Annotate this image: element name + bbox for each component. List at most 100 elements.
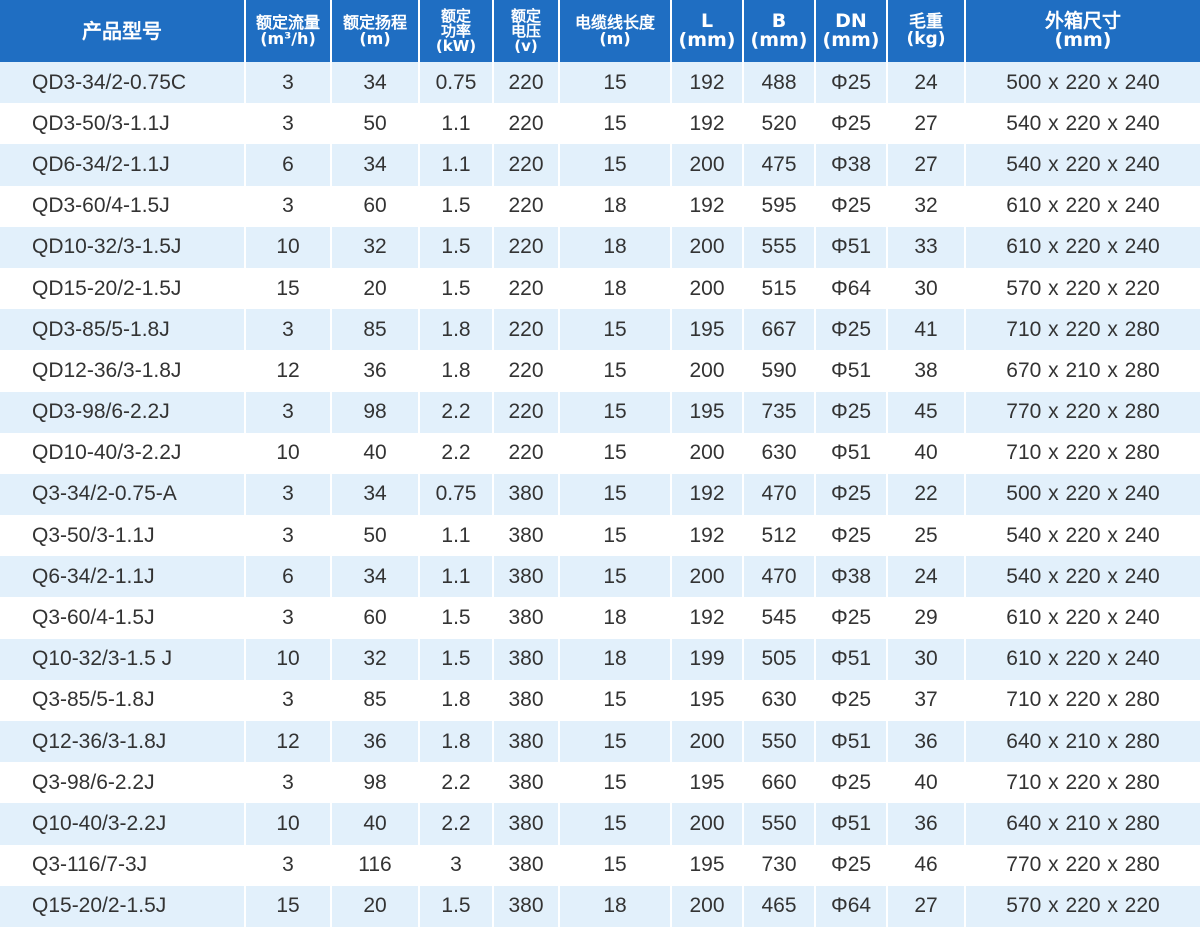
cell-model: Q6-34/2-1.1J: [0, 556, 246, 598]
cell-power: 1.1: [419, 103, 494, 145]
cell-voltage: 380: [493, 803, 560, 845]
cell-model: Q3-116/7-3J: [0, 844, 246, 886]
cell-carton-size: 610 x 220 x 240: [965, 185, 1200, 227]
cell-width-b: 475: [743, 144, 816, 186]
cell-gross-weight: 24: [887, 62, 966, 104]
cell-dn: Φ51: [815, 226, 888, 268]
header-text: 产品型号: [82, 19, 162, 43]
header-text: B: [771, 10, 787, 32]
cell-cable-length: 15: [559, 391, 672, 433]
cell-width-b: 512: [743, 515, 816, 557]
cell-power: 3: [419, 844, 494, 886]
cell-voltage: 220: [493, 267, 560, 310]
table-row: Q12-36/3-1.8J 12 36 1.8 380 15 200 550 Φ51 36 640 …: [0, 721, 1200, 763]
header-text: DN: [835, 10, 867, 32]
cell-dn: Φ25: [815, 762, 888, 804]
cell-width-b: 550: [743, 721, 816, 763]
cell-dn: Φ25: [815, 103, 888, 145]
cell-length-l: 192: [671, 473, 744, 516]
cell-power: 1.5: [419, 226, 494, 268]
cell-dn: Φ25: [815, 309, 888, 351]
cell-width-b: 630: [743, 432, 816, 474]
table-row: QD3-85/5-1.8J 3 85 1.8 220 15 195 667 Φ25 41 710 x…: [0, 309, 1200, 351]
header-text: 额定: [510, 6, 541, 25]
table-body: QD3-34/2-0.75C 3 34 0.75 220 15 192 488 Φ25 24 500…: [0, 62, 1200, 927]
cell-dn: Φ38: [815, 556, 888, 598]
cell-gross-weight: 37: [887, 679, 966, 721]
cell-width-b: 555: [743, 226, 816, 268]
cell-head: 98: [331, 391, 420, 433]
column-header-voltage: 额定 电压 (v): [493, 0, 560, 62]
cell-dn: Φ51: [815, 350, 888, 392]
cell-dn: Φ25: [815, 515, 888, 557]
cell-width-b: 660: [743, 762, 816, 804]
cell-model: Q3-50/3-1.1J: [0, 515, 246, 557]
cell-power: 2.2: [419, 803, 494, 845]
cell-carton-size: 610 x 220 x 240: [965, 226, 1200, 268]
cell-head: 34: [331, 473, 420, 516]
cell-gross-weight: 33: [887, 226, 966, 268]
cell-power: 1.8: [419, 309, 494, 351]
cell-width-b: 590: [743, 350, 816, 392]
cell-flow: 3: [245, 62, 332, 104]
cell-flow: 15: [245, 885, 332, 927]
cell-dn: Φ25: [815, 391, 888, 433]
cell-flow: 3: [245, 597, 332, 639]
cell-model: QD6-34/2-1.1J: [0, 144, 246, 186]
cell-flow: 6: [245, 144, 332, 186]
cell-cable-length: 18: [559, 638, 672, 680]
header-text: (mm): [822, 29, 880, 51]
column-header-dn: DN (mm): [815, 0, 888, 62]
table-header-row: 产品型号 额定流量 (m³/h) 额定扬程 (m) 额定 功率 (kW) 额定 电压 (v) 电缆线长…: [0, 0, 1200, 62]
cell-cable-length: 15: [559, 556, 672, 598]
cell-dn: Φ25: [815, 473, 888, 516]
cell-carton-size: 710 x 220 x 280: [965, 679, 1200, 721]
header-text: 额定流量: [255, 13, 320, 32]
cell-carton-size: 500 x 220 x 240: [965, 473, 1200, 516]
table-row: Q3-98/6-2.2J 3 98 2.2 380 15 195 660 Φ25 40 710 x …: [0, 762, 1200, 804]
cell-flow: 10: [245, 432, 332, 474]
cell-cable-length: 18: [559, 597, 672, 639]
cell-flow: 6: [245, 556, 332, 598]
cell-power: 1.5: [419, 185, 494, 227]
cell-dn: Φ25: [815, 844, 888, 886]
header-text: 外箱尺寸: [1044, 10, 1121, 32]
cell-carton-size: 770 x 220 x 280: [965, 391, 1200, 433]
cell-gross-weight: 46: [887, 844, 966, 886]
cell-flow: 12: [245, 350, 332, 392]
header-text: (m³/h): [260, 29, 316, 48]
cell-carton-size: 710 x 220 x 280: [965, 309, 1200, 351]
header-text: 电缆线长度: [574, 13, 655, 32]
cell-model: Q10-40/3-2.2J: [0, 803, 246, 845]
cell-flow: 15: [245, 267, 332, 310]
cell-width-b: 470: [743, 556, 816, 598]
cell-dn: Φ51: [815, 638, 888, 680]
cell-carton-size: 770 x 220 x 280: [965, 844, 1200, 886]
cell-model: Q10-32/3-1.5 J: [0, 638, 246, 680]
column-header-head: 额定扬程 (m): [331, 0, 420, 62]
cell-voltage: 380: [493, 844, 560, 886]
cell-dn: Φ38: [815, 144, 888, 186]
cell-voltage: 220: [493, 350, 560, 392]
cell-gross-weight: 40: [887, 762, 966, 804]
cell-flow: 3: [245, 391, 332, 433]
cell-dn: Φ51: [815, 803, 888, 845]
cell-length-l: 200: [671, 144, 744, 186]
cell-length-l: 199: [671, 638, 744, 680]
cell-head: 60: [331, 597, 420, 639]
cell-length-l: 192: [671, 515, 744, 557]
cell-carton-size: 570 x 220 x 220: [965, 267, 1200, 310]
header-text: L: [700, 10, 714, 32]
header-text: 功率: [440, 21, 471, 40]
cell-head: 50: [331, 515, 420, 557]
cell-width-b: 470: [743, 473, 816, 516]
cell-gross-weight: 24: [887, 556, 966, 598]
cell-voltage: 380: [493, 556, 560, 598]
cell-voltage: 220: [493, 185, 560, 227]
cell-model: Q3-85/5-1.8J: [0, 679, 246, 721]
cell-cable-length: 15: [559, 62, 672, 104]
cell-flow: 3: [245, 762, 332, 804]
cell-width-b: 595: [743, 185, 816, 227]
cell-gross-weight: 27: [887, 885, 966, 927]
